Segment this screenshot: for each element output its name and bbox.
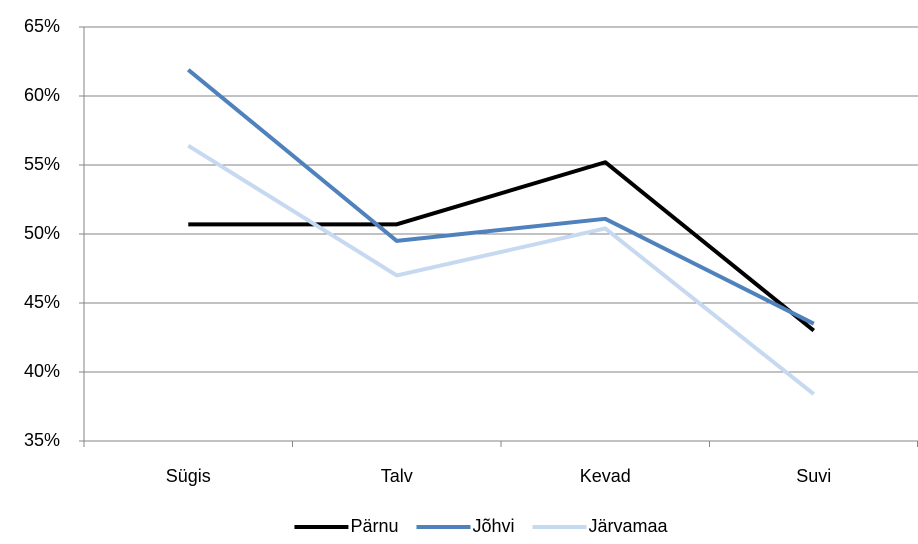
x-tick-label: Kevad bbox=[580, 466, 631, 486]
legend-label: Pärnu bbox=[350, 516, 398, 536]
y-tick-label: 65% bbox=[24, 16, 60, 36]
y-tick-label: 60% bbox=[24, 85, 60, 105]
y-tick-label: 35% bbox=[24, 430, 60, 450]
series-line bbox=[186, 68, 815, 326]
y-tick-label: 40% bbox=[24, 361, 60, 381]
series-line bbox=[188, 160, 816, 333]
x-tick-label: Suvi bbox=[796, 466, 831, 486]
y-tick-label: 45% bbox=[24, 292, 60, 312]
series-line bbox=[187, 143, 815, 396]
x-tick-label: Sügis bbox=[166, 466, 211, 486]
y-tick-label: 55% bbox=[24, 154, 60, 174]
legend-label: Jõhvi bbox=[472, 516, 514, 536]
y-tick-label: 50% bbox=[24, 223, 60, 243]
x-tick-label: Talv bbox=[381, 466, 413, 486]
legend-label: Järvamaa bbox=[589, 516, 669, 536]
